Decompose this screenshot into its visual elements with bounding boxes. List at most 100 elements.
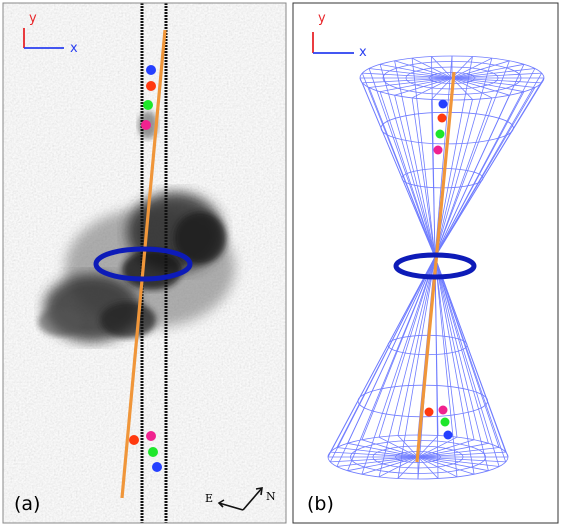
lower-cone-base-spoke [417,456,506,463]
lower-cone-base-spoke [361,456,419,475]
orientation-line [120,29,167,499]
upper-cone-base-spoke [451,68,535,79]
upper-cone-generator [434,72,543,258]
lower-cone-generator [347,256,436,444]
lower-cone-generator [434,256,475,440]
lower-cone-base-spoke [417,439,475,458]
lower-cone-base-spoke [347,442,419,458]
panel-a-frame [2,2,287,524]
lower-cone-base-spoke [417,451,506,458]
upper-cone-base-spoke [451,77,535,88]
lower-cone-base-spoke [347,456,419,472]
upper-cone-generator [379,64,436,258]
equatorial-ring [393,252,477,280]
axes-indicator: y x [23,11,78,56]
lower-cone-base-spoke [378,456,419,478]
upper-cone-base-spoke [451,72,542,79]
upper-cone-base-spoke [451,77,524,93]
lower-cone-generator [434,256,500,448]
lower-cone-base-spoke [361,439,419,458]
lower-cone-generator [434,256,475,475]
lower-cone-base-spoke [417,436,458,458]
compass-east-label: E [205,492,213,505]
lower-cone-generator [434,256,507,453]
upper-cone-generator [434,56,473,258]
lower-cone-generator [434,256,500,467]
upper-cone-base-spoke [362,77,453,84]
upper-cone-generator [434,82,543,258]
lower-cone-generator [434,256,439,436]
dot-red [437,113,447,123]
upper-cone-base-spoke [451,57,493,79]
compass: E N [205,487,276,511]
lower-cone-generator [361,256,436,440]
upper-cone-base-spoke [411,77,453,99]
dot-blue [146,65,156,75]
dot-green [440,417,450,427]
dot-magenta [438,405,448,415]
lower-cone-base-spoke [378,436,419,458]
lower-cone-generator [434,256,458,438]
upper-cone-base-spoke [451,77,542,84]
lower-cone-generator [434,256,489,471]
upper-cone-base-spoke [431,77,453,100]
upper-cone-base-spoke [451,77,473,100]
lower-cone-generator [397,256,436,479]
dot-blue [443,430,453,440]
upper-cone-generator [434,68,536,258]
axis-y-label: y [29,11,37,26]
upper-cone-generator [361,72,436,258]
dot-green [435,129,445,139]
upper-cone-generator [411,58,436,258]
lower-cone-base-spoke [330,451,419,458]
upper-cone-base-spoke [451,60,510,79]
lower-cone-base-spoke [417,447,500,458]
upper-cone-generator [434,97,493,258]
lower-cone-generator [434,256,458,477]
lower-cone-base-spoke [417,456,489,472]
lower-cone-base-spoke [417,456,439,479]
lower-cone-generator [378,256,436,477]
dot-blue [438,99,448,109]
upper-cone-generator [434,58,493,258]
dot-magenta [141,120,151,130]
upper-cone-generator [434,99,473,258]
dot-red [424,407,434,417]
upper-cone-base-spoke [394,60,453,79]
upper-cone-base-spoke [380,77,453,93]
panel-b-model: y x (b) [292,2,559,524]
lower-cone-base-spoke [417,456,475,475]
equatorial-ring [93,246,193,282]
lower-cone-generator [397,256,436,436]
axis-x-label: x [70,41,78,56]
upper-cone-base-spoke [380,63,453,79]
upper-cone-base-spoke [394,77,453,96]
lower-cone-generator [329,256,436,453]
panel-a-image: E N y x (a) [3,3,286,523]
upper-cone-generator [431,56,436,258]
lower-cone-base-spoke [330,456,419,463]
dot-magenta [146,431,156,441]
panel-label: (b) [307,493,334,515]
upper-cone-generator [394,95,436,258]
upper-cone-base-spoke [451,77,510,96]
lower-cone-base-spoke [417,442,489,458]
dot-magenta [433,145,443,155]
dot-blue [152,462,162,472]
upper-cone-generator [359,77,436,258]
compass-north-label: N [266,490,276,503]
upper-cone-base-spoke [362,72,453,79]
lower-cone-base-spoke [336,447,419,458]
lower-cone-generator [378,256,436,438]
upper-cone-generator [411,97,436,258]
upper-cone-base-spoke [411,57,453,79]
upper-cone-generator [434,60,510,258]
upper-cone-base-spoke [369,68,453,79]
upper-cone-base-spoke [369,77,453,88]
dot-red [129,435,139,445]
lower-cone-base-spoke [397,456,419,479]
upper-cone-generator [434,55,453,258]
lower-cone-base-spoke [417,435,439,458]
lower-cone-generator [336,256,436,448]
